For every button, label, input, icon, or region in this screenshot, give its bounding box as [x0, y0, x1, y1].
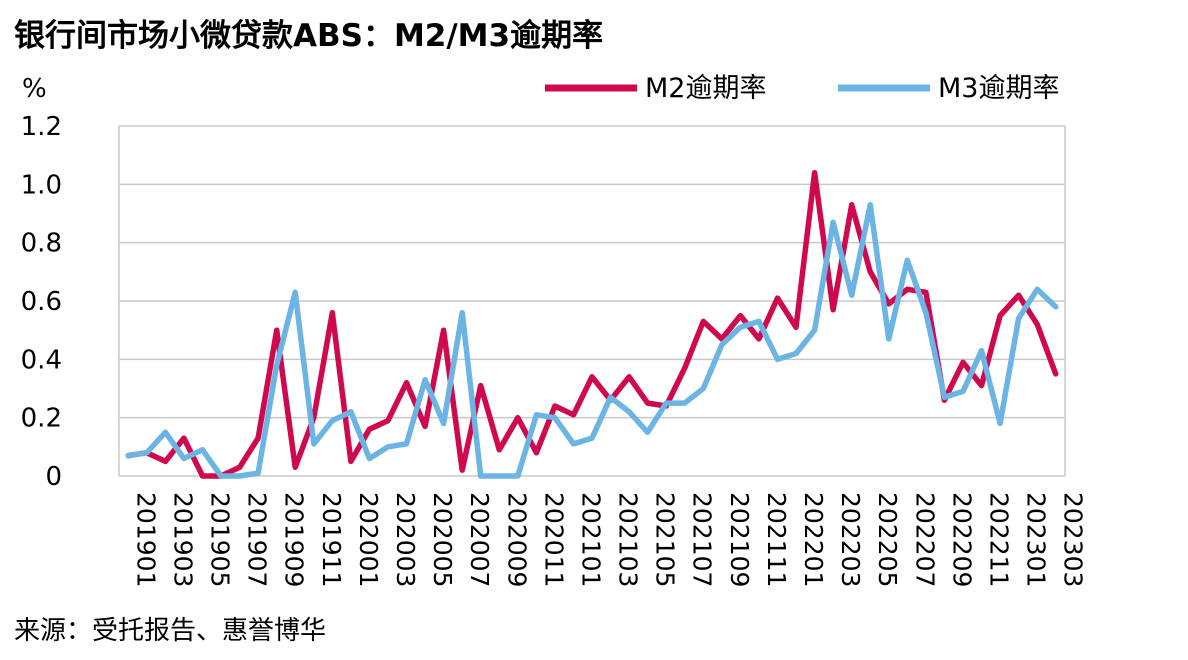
x-tick-label: 202303 — [1059, 492, 1088, 587]
x-tick-label: 202109 — [725, 492, 754, 587]
x-tick-label: 202009 — [502, 492, 531, 587]
x-tick-label: 202005 — [428, 492, 457, 587]
series-line-m3 — [125, 202, 1059, 479]
source-note: 来源：受托报告、惠誉博华 — [14, 616, 327, 646]
x-tick-label: 202207 — [910, 492, 939, 587]
x-tick-label: 201903 — [168, 492, 197, 587]
legend-label-m2: M2逾期率 — [645, 73, 766, 104]
x-tick-label: 202209 — [947, 492, 976, 587]
x-tick-label: 202203 — [836, 492, 865, 587]
y-axis-unit: % — [22, 74, 47, 104]
y-tick-label: 1.0 — [21, 170, 62, 200]
x-tick-labels: 201901 201903 201905 201907 201909 201911 2020… — [131, 492, 1087, 587]
x-tick-label: 202105 — [651, 492, 680, 587]
y-tick-label: 0.4 — [21, 345, 62, 375]
x-tick-label: 202301 — [1022, 492, 1051, 587]
x-tick-label: 202205 — [873, 492, 902, 587]
legend: M2逾期率 M3逾期率 — [545, 73, 1059, 104]
y-tick-labels: 0 0.2 0.4 0.6 0.8 1.0 1.2 — [21, 112, 62, 492]
y-tick-label: 0.6 — [21, 287, 62, 317]
x-tick-label: 201901 — [131, 492, 160, 587]
y-tick-label: 0.2 — [21, 404, 62, 434]
y-tick-label: 0.8 — [21, 229, 62, 259]
x-tick-label: 202001 — [354, 492, 383, 587]
x-tick-label: 202003 — [391, 492, 420, 587]
y-tick-label: 1.2 — [21, 112, 62, 142]
x-tick-label: 202103 — [614, 492, 643, 587]
x-tick-label: 202107 — [688, 492, 717, 587]
x-tick-label: 202201 — [799, 492, 828, 587]
x-tick-label: 202111 — [762, 492, 791, 587]
y-tick-label: 0 — [45, 462, 62, 492]
legend-label-m3: M3逾期率 — [938, 73, 1059, 104]
gridlines — [118, 125, 1066, 477]
x-tick-label: 202007 — [465, 492, 494, 587]
x-tick-label: 201907 — [243, 492, 272, 587]
x-tick-label: 201911 — [317, 492, 346, 587]
x-tick-label: 201909 — [280, 492, 309, 587]
x-tick-label: 202211 — [985, 492, 1014, 587]
series-lines — [125, 169, 1059, 479]
x-tick-label: 202101 — [576, 492, 605, 587]
x-tick-label: 202011 — [539, 492, 568, 587]
chart-title: 银行间市场小微贷款ABS：M2/M3逾期率 — [14, 18, 604, 54]
x-tick-label: 201905 — [205, 492, 234, 587]
